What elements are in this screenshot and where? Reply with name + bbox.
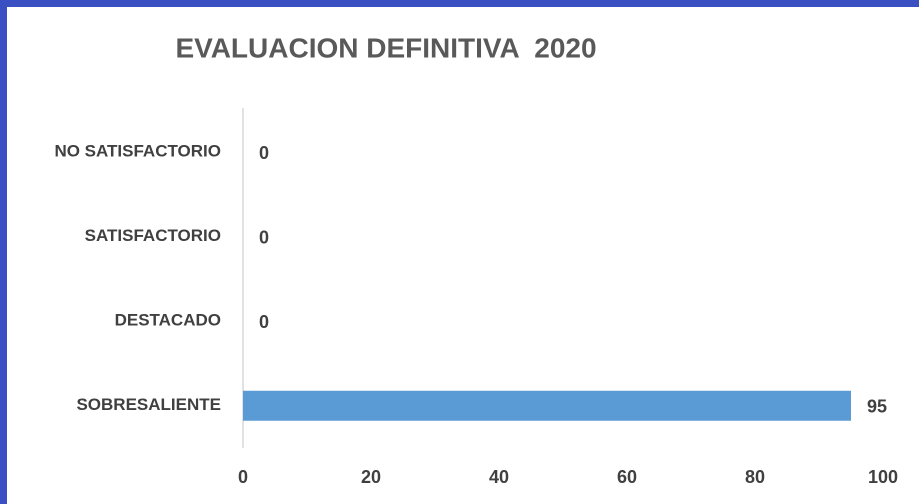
y-tick-label: SATISFACTORIO: [85, 226, 221, 245]
y-tick-label: NO SATISFACTORIO: [54, 142, 221, 161]
x-tick-label: 0: [238, 467, 248, 487]
x-tick-label: 40: [489, 467, 509, 487]
y-tick-label: DESTACADO: [115, 311, 221, 330]
y-tick-label: SOBRESALIENTE: [76, 395, 221, 414]
x-tick-label: 20: [361, 467, 381, 487]
bar: [243, 390, 851, 421]
x-tick-label: 100: [868, 467, 898, 487]
data-label: 0: [259, 312, 269, 332]
chart-title: EVALUACION DEFINITIVA 2020: [175, 32, 596, 63]
x-tick-label: 60: [617, 467, 637, 487]
chart-background: [7, 7, 919, 504]
x-tick-label: 80: [745, 467, 765, 487]
data-label: 95: [867, 397, 887, 417]
data-label: 0: [259, 143, 269, 163]
data-label: 0: [259, 228, 269, 248]
